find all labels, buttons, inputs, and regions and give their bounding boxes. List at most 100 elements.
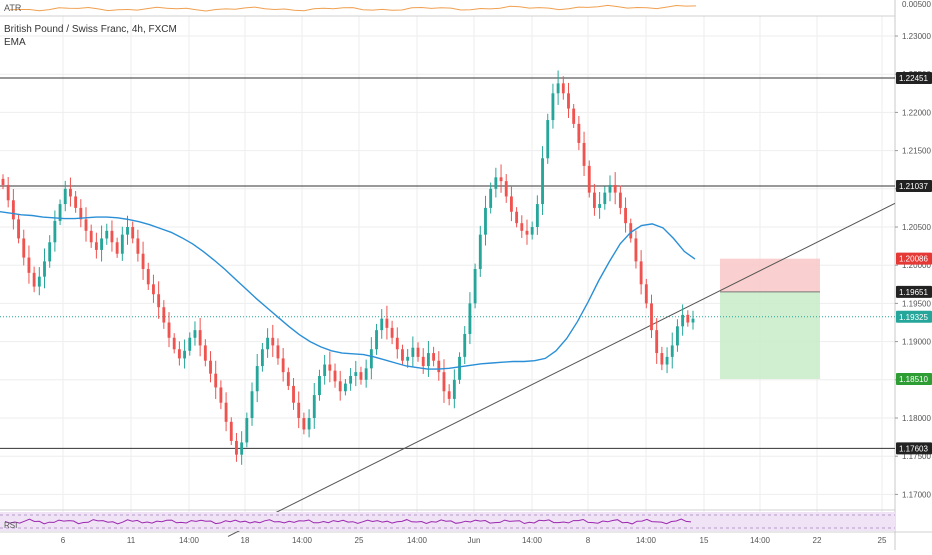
candle <box>32 266 36 293</box>
candle <box>240 431 244 465</box>
price-tick-label: 1.21500 <box>902 147 931 156</box>
candle-body <box>587 165 591 193</box>
candle <box>131 221 135 244</box>
candle <box>572 103 576 128</box>
candle <box>177 341 181 366</box>
candle <box>520 215 524 238</box>
candle-body <box>572 108 576 124</box>
time-tick-label: 25 <box>355 536 364 545</box>
candle-body <box>364 368 368 380</box>
candle <box>613 172 617 205</box>
candle-body <box>359 372 363 380</box>
candle-body <box>525 230 529 235</box>
candle <box>655 318 659 364</box>
candle <box>650 294 653 339</box>
candle-body <box>53 220 57 243</box>
candle <box>126 215 129 245</box>
candle-body <box>266 337 270 350</box>
price-level-badge: 1.22451 <box>896 71 932 84</box>
candle <box>260 342 264 372</box>
candle-body <box>209 360 212 374</box>
candle-body <box>312 395 316 418</box>
price-tick-label: 1.20500 <box>902 223 931 232</box>
candle-body <box>131 227 135 239</box>
time-tick-label: 22 <box>813 536 822 545</box>
candle <box>676 319 679 352</box>
candle-body <box>598 204 602 208</box>
candle-body <box>442 372 446 392</box>
candle-body <box>686 314 690 323</box>
candle-body <box>567 93 570 109</box>
candle-body <box>172 337 176 350</box>
candle-body <box>126 227 129 235</box>
price-level-badge: 1.19651 <box>896 285 932 298</box>
candle-body <box>499 177 503 182</box>
candle-body <box>105 230 109 239</box>
candle-body <box>100 238 103 250</box>
price-tick-label: 1.17000 <box>902 490 931 499</box>
candle <box>546 113 550 164</box>
candle <box>292 377 295 410</box>
price-level-badge-label: 1.22451 <box>899 74 928 83</box>
candle-body <box>390 327 394 338</box>
candle-body <box>333 370 337 382</box>
candle <box>634 230 638 269</box>
candle-body <box>63 188 67 205</box>
time-tick-label: 14:00 <box>179 536 200 545</box>
candle <box>411 336 415 368</box>
candle <box>364 359 368 388</box>
time-tick-label: 14:00 <box>292 536 313 545</box>
time-tick-label: 25 <box>878 536 887 545</box>
candle <box>603 186 607 210</box>
take-profit-zone <box>720 291 820 380</box>
candle <box>167 312 171 348</box>
candle <box>468 292 472 345</box>
candle <box>644 278 648 309</box>
candle <box>463 326 467 365</box>
price-level-badge: 1.17603 <box>896 442 932 455</box>
price-level-badge-label: 1.20086 <box>899 255 928 264</box>
candle-body <box>193 330 197 338</box>
candle-body <box>27 257 31 273</box>
candle <box>203 339 207 367</box>
candle <box>105 223 109 245</box>
candle-body <box>214 373 218 388</box>
price-tick-label: 1.17500 <box>902 452 931 461</box>
price-level-badge-bg <box>896 179 932 192</box>
candle-body <box>426 353 430 367</box>
candle <box>250 382 254 426</box>
candle <box>499 164 503 193</box>
candle <box>338 370 342 401</box>
candle-body <box>416 347 420 357</box>
candle-body <box>167 322 171 338</box>
candle-body <box>447 391 451 399</box>
candle <box>63 180 67 212</box>
atr-axis-value: 0.00500 <box>902 0 931 9</box>
candle-body <box>84 219 88 231</box>
ema-line <box>0 211 696 370</box>
candle <box>359 366 363 385</box>
candle <box>120 226 124 261</box>
candle <box>556 70 560 105</box>
candle-body <box>509 196 513 212</box>
time-tick-label: 11 <box>127 536 136 545</box>
price-tick-label: 1.19000 <box>902 338 931 347</box>
candle-body <box>183 350 187 359</box>
candle-body <box>152 284 155 295</box>
candle-body <box>307 418 311 430</box>
candle <box>577 115 581 151</box>
candle <box>37 267 41 296</box>
candle-body <box>494 177 498 189</box>
candle <box>665 347 669 374</box>
candle <box>198 318 202 357</box>
candle-body <box>530 227 534 235</box>
candle <box>146 262 150 290</box>
candle-body <box>561 83 565 94</box>
candle-body <box>255 366 259 392</box>
candle <box>618 185 622 215</box>
price-level-badge-bg <box>896 442 932 455</box>
candle <box>691 310 695 330</box>
candle-body <box>484 207 487 235</box>
